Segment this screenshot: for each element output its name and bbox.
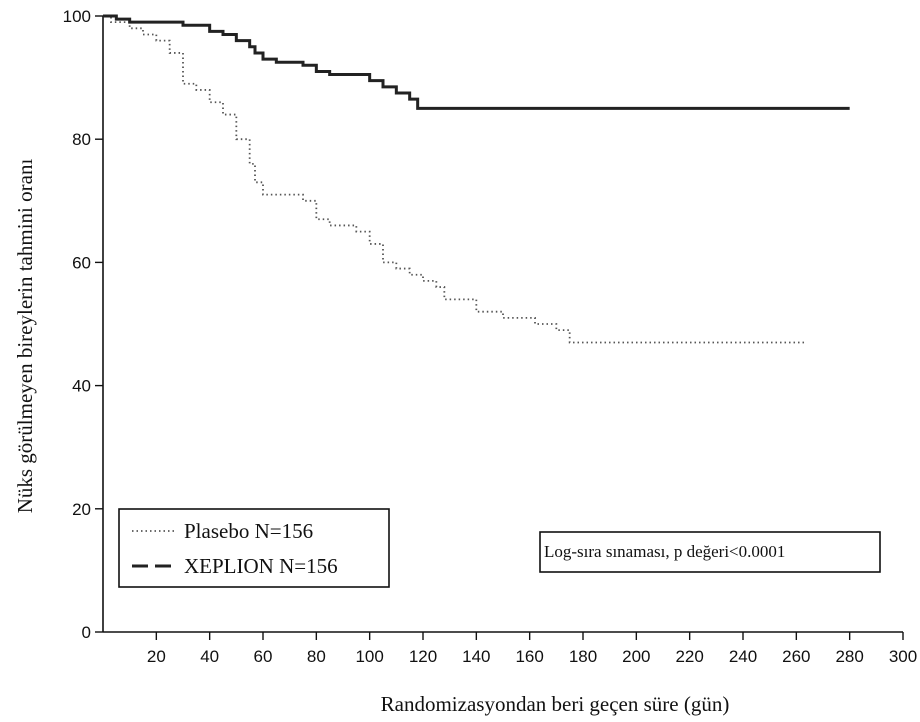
pvalue-annotation: Log-sıra sınaması, p değeri<0.0001 [539,531,881,573]
x-axis-title: Randomizasyondan beri geçen süre (gün) [381,692,730,716]
x-tick-label: 200 [622,647,650,666]
series-layer [103,14,850,344]
x-tick-label: 300 [889,647,917,666]
y-axis-title: Nüks görülmeyen bireylerin tahmini oranı [13,159,37,514]
legend-label-plasebo: Plasebo N=156 [184,519,313,543]
series-line-plasebo [103,15,805,344]
annotation-box [539,531,881,573]
y-tick-label: 80 [72,130,91,149]
y-tick-label: 20 [72,500,91,519]
legend: Plasebo N=156 XEPLION N=156 [118,508,390,588]
legend-box [118,508,390,588]
x-tick-label: 240 [729,647,757,666]
x-tick-label: 220 [675,647,703,666]
axes: 0 20 40 60 80 100 20 40 60 80 100 120 140 160 180 200 22… [63,7,918,666]
x-tick-label: 280 [835,647,863,666]
y-tick-label: 100 [63,7,91,26]
annotation-text: Log-sıra sınaması, p değeri<0.0001 [544,542,785,561]
x-tick-label: 100 [355,647,383,666]
x-tick-label: 60 [254,647,273,666]
x-tick-label: 80 [307,647,326,666]
x-tick-label: 160 [515,647,543,666]
x-tick-label: 260 [782,647,810,666]
y-tick-label: 0 [82,623,91,642]
y-tick-label: 40 [72,377,91,396]
series-line-xeplion [103,14,850,110]
x-tick-label: 40 [200,647,219,666]
x-tick-label: 180 [569,647,597,666]
x-tick-label: 120 [409,647,437,666]
y-tick-label: 60 [72,253,91,272]
x-tick-label: 20 [147,647,166,666]
legend-label-xeplion: XEPLION N=156 [184,554,338,578]
x-tick-label: 140 [462,647,490,666]
